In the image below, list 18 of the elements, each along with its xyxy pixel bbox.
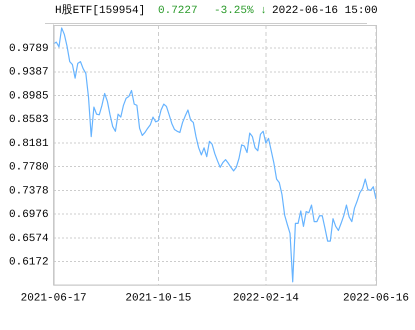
y-tick-label: 0.6172: [8, 256, 49, 269]
text: 0.7227: [158, 4, 198, 19]
y-tick-label: 0.7780: [8, 162, 49, 174]
y-tick-label: 0.7378: [8, 185, 49, 198]
y-tick-label: 0.6976: [8, 209, 49, 222]
y-tick-label: 0.9789: [8, 42, 49, 55]
x-tick-label: 2022-06-16: [342, 292, 409, 304]
x-tick-label: 2022-02-14: [232, 292, 300, 304]
y-tick-label: 0.8583: [8, 114, 49, 126]
y-tick-label: 0.8181: [8, 138, 49, 150]
y-tick-label: 0.9387: [8, 66, 49, 79]
text: -3.25% ↓: [214, 4, 267, 19]
text: 2022-06-16 15:00: [272, 4, 378, 19]
y-tick-label: 0.8985: [8, 90, 49, 102]
y-tick-label: 0.6574: [8, 232, 49, 245]
x-tick-label: 2021-06-17: [20, 292, 87, 304]
x-tick-label: 2021-10-15: [125, 292, 192, 304]
chart-title: H股ETF[159954]: [55, 3, 146, 19]
